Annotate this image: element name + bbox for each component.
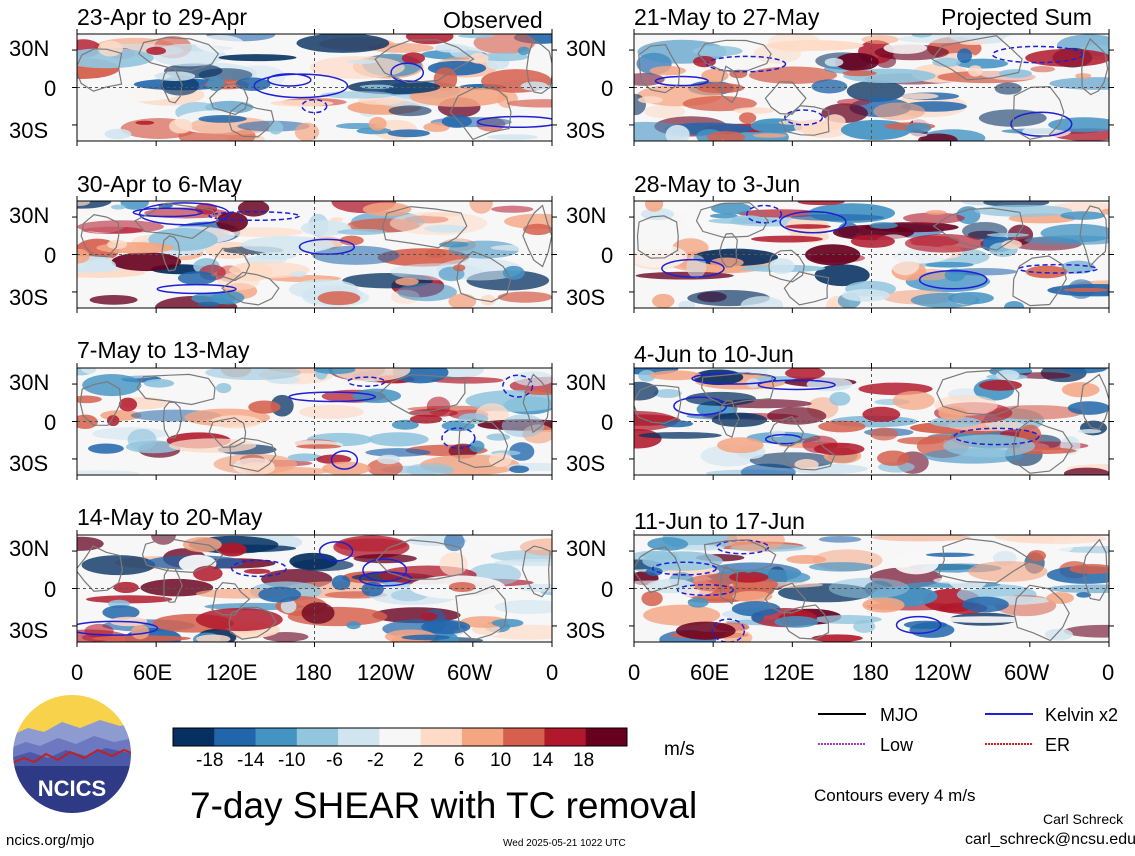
- y-tick-label: 30N: [9, 203, 50, 228]
- y-tick-label: 30N: [9, 370, 50, 395]
- map-panel: [72, 530, 557, 647]
- legend-label-mjo: MJO: [880, 705, 918, 725]
- y-tick-label: 0: [601, 243, 614, 268]
- map-panel: [72, 363, 557, 480]
- colorbar-segment: [420, 728, 463, 746]
- map-panel: [72, 29, 557, 146]
- colorbar-tick-label: -18: [196, 750, 224, 771]
- colorbar-segment: [379, 728, 422, 746]
- panel-title-obs-4: 14-May to 20-May: [77, 504, 263, 530]
- colorbar-tick-label: 2: [413, 750, 424, 771]
- x-tick-label: 0: [628, 660, 641, 685]
- y-tick-label: 30N: [9, 536, 50, 561]
- y-tick-label: 30S: [566, 618, 606, 643]
- y-tick-label: 30N: [566, 203, 607, 228]
- legend-label-kelvin: Kelvin x2: [1045, 705, 1119, 725]
- map-panel: [629, 196, 1114, 313]
- legend-swatch-er: [985, 743, 1033, 745]
- map-panel: [72, 196, 557, 313]
- observed-header: Observed: [443, 7, 543, 33]
- panel-title-proj-1: 21-May to 27-May: [634, 4, 820, 30]
- y-tick-label: 30N: [566, 536, 607, 561]
- y-tick-label: 30N: [9, 36, 50, 61]
- legend-swatch-kelvin: [985, 713, 1033, 715]
- colorbar-tick-label: -2: [367, 750, 384, 771]
- x-tick-label: 60E: [690, 660, 730, 685]
- legend-swatch-low: [818, 743, 866, 745]
- x-tick-label: 120W: [914, 660, 972, 685]
- map-panel: [629, 29, 1114, 146]
- map-panel: [629, 363, 1114, 480]
- y-tick-label: 30N: [566, 370, 607, 395]
- y-tick-label: 30S: [9, 618, 49, 643]
- colorbar-unit: m/s: [664, 739, 695, 760]
- y-tick-label: 30S: [9, 285, 49, 310]
- x-tick-label: 0: [1102, 660, 1115, 685]
- x-tick-label: 0: [71, 660, 84, 685]
- x-tick-label: 120W: [357, 660, 415, 685]
- legend-label-low: Low: [880, 735, 914, 755]
- colorbar-segment: [255, 728, 298, 746]
- y-tick-label: 30S: [566, 451, 606, 476]
- y-tick-label: 30S: [9, 118, 49, 143]
- legend-label-er: ER: [1045, 735, 1071, 755]
- y-tick-label: 30N: [566, 36, 607, 61]
- author-email: carl_schreck@ncsu.edu: [965, 831, 1135, 848]
- x-tick-label: 180: [295, 660, 332, 685]
- y-tick-label: 30S: [566, 118, 606, 143]
- y-tick-label: 30S: [566, 285, 606, 310]
- panel-title-proj-4: 11-Jun to 17-Jun: [634, 508, 805, 534]
- y-tick-label: 0: [44, 410, 57, 435]
- colorbar-segment: [585, 728, 628, 746]
- x-tick-label: 60W: [447, 660, 493, 685]
- colorbar-tick-label: 18: [573, 750, 595, 771]
- y-tick-label: 0: [44, 577, 57, 602]
- x-tick-label: 120E: [763, 660, 815, 685]
- panel-title-proj-3: 4-Jun to 10-Jun: [634, 341, 794, 367]
- x-tick-label: 120E: [206, 660, 258, 685]
- y-tick-label: 0: [601, 76, 614, 101]
- panel-title-obs-2: 30-Apr to 6-May: [77, 171, 242, 197]
- projected-header: Projected Sum: [941, 4, 1092, 30]
- main-title: 7-day SHEAR with TC removal: [190, 785, 698, 826]
- author-name: Carl Schreck: [1043, 811, 1124, 827]
- panel-title-proj-2: 28-May to 3-Jun: [634, 171, 801, 197]
- colorbar-tick-label: 14: [532, 750, 554, 771]
- colorbar-tick-label: -6: [326, 750, 343, 771]
- logo-text: NCICS: [38, 776, 106, 801]
- ncics-logo: NCICS: [11, 693, 133, 815]
- y-tick-label: 0: [601, 410, 614, 435]
- colorbar-segment: [461, 728, 504, 746]
- legend-swatch-mjo: [818, 713, 866, 715]
- y-tick-label: 0: [601, 577, 614, 602]
- colorbar-tick-label: 10: [490, 750, 512, 771]
- y-tick-label: 30S: [9, 451, 49, 476]
- map-panel: [629, 530, 1114, 647]
- colorbar-tick-label: 6: [454, 750, 465, 771]
- panel-title-obs-3: 7-May to 13-May: [77, 337, 250, 363]
- colorbar-segment: [544, 728, 587, 746]
- y-tick-label: 0: [44, 243, 57, 268]
- colorbar-segment: [296, 728, 339, 746]
- colorbar-segment: [173, 728, 215, 746]
- colorbar-segment: [214, 728, 257, 746]
- timestamp: Wed 2025-05-21 1022 UTC: [503, 838, 626, 849]
- contour-note: Contours every 4 m/s: [814, 786, 976, 805]
- panel-title-obs-1: 23-Apr to 29-Apr: [77, 4, 248, 30]
- colorbar-segment: [503, 728, 545, 746]
- colorbar-tick-label: -14: [237, 750, 265, 771]
- colorbar-tick-label: -10: [278, 750, 306, 771]
- x-tick-label: 0: [546, 660, 559, 685]
- x-tick-label: 180: [852, 660, 889, 685]
- colorbar: [172, 727, 628, 747]
- x-tick-label: 60E: [133, 660, 173, 685]
- source-url: ncics.org/mjo: [6, 832, 95, 849]
- y-tick-label: 0: [44, 76, 57, 101]
- x-tick-label: 60W: [1004, 660, 1050, 685]
- colorbar-segment: [338, 728, 380, 746]
